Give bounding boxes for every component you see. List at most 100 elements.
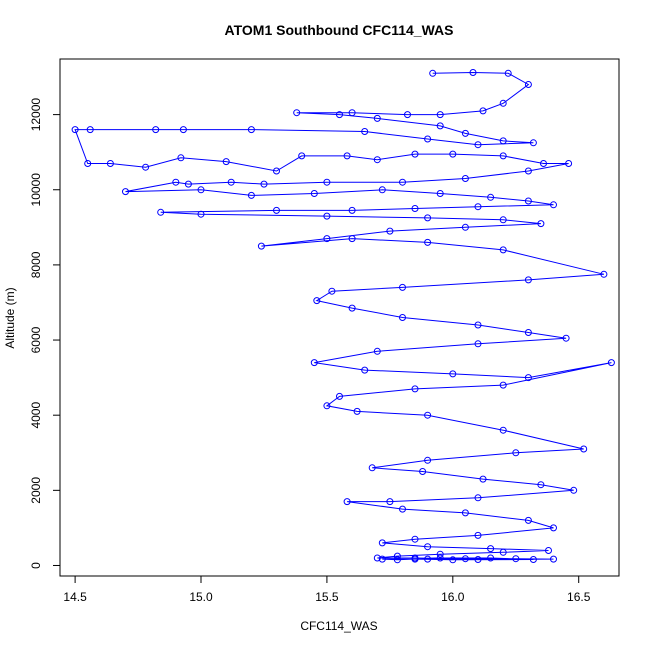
- data-point: [562, 334, 570, 342]
- data-point: [512, 449, 520, 457]
- data-point: [373, 114, 381, 122]
- data-point: [260, 180, 268, 188]
- data-point: [524, 276, 532, 284]
- data-point: [378, 555, 386, 563]
- data-point: [373, 347, 381, 355]
- data-point: [293, 109, 301, 117]
- data-point: [86, 126, 94, 134]
- x-tick-label: 14.5: [63, 590, 87, 604]
- data-point: [424, 238, 432, 246]
- data-point: [474, 531, 482, 539]
- data-point: [419, 468, 427, 475]
- data-point: [499, 426, 507, 434]
- data-point: [469, 69, 477, 76]
- data-point: [540, 160, 547, 167]
- data-point: [411, 205, 419, 212]
- data-point: [247, 126, 255, 134]
- data-point: [436, 550, 444, 558]
- data-point: [404, 111, 411, 119]
- data-point: [529, 556, 537, 563]
- data-point: [399, 314, 406, 321]
- data-point: [461, 175, 469, 182]
- x-tick-label: 16.0: [441, 590, 465, 604]
- data-point: [336, 111, 343, 119]
- data-point: [474, 340, 482, 348]
- data-point: [142, 163, 150, 171]
- x-tick-label: 16.5: [567, 590, 591, 604]
- data-point: [449, 150, 457, 158]
- data-point: [323, 235, 331, 243]
- data-point: [247, 191, 255, 199]
- data-point: [570, 486, 578, 494]
- data-point: [474, 494, 482, 502]
- data-point: [424, 135, 432, 143]
- data-point: [474, 321, 482, 329]
- series-line: [74, 71, 612, 561]
- data-point: [343, 498, 351, 506]
- data-point: [487, 554, 495, 562]
- data-point: [461, 555, 469, 563]
- data-point: [565, 160, 573, 167]
- data-point: [310, 190, 318, 197]
- y-tick-label: 12000: [29, 98, 43, 132]
- data-point: [461, 129, 469, 137]
- data-point: [607, 359, 615, 367]
- data-point: [273, 167, 280, 175]
- data-point: [323, 402, 331, 410]
- y-tick-label: 10000: [29, 173, 43, 207]
- data-point: [179, 126, 187, 134]
- data-point: [524, 374, 532, 382]
- data-point: [411, 150, 419, 158]
- data-point: [499, 381, 507, 389]
- data-point: [328, 287, 336, 295]
- data-point: [436, 190, 444, 197]
- data-point: [436, 122, 444, 130]
- data-point: [580, 445, 588, 453]
- x-axis-label: CFC114_WAS: [300, 619, 377, 633]
- data-point: [411, 535, 419, 543]
- data-point: [537, 220, 545, 228]
- x-axis: 14.5 15.0 15.5 16.0 16.5: [63, 575, 591, 604]
- data-point: [378, 539, 386, 547]
- data-point: [373, 156, 381, 164]
- data-point: [436, 111, 444, 119]
- data-point: [550, 555, 557, 563]
- data-point: [348, 235, 356, 243]
- data-point: [499, 548, 507, 556]
- plot-frame: [59, 58, 620, 577]
- data-point: [222, 158, 230, 166]
- series-layer: [71, 69, 615, 564]
- data-point: [550, 524, 557, 532]
- data-point: [298, 152, 306, 160]
- y-tick-label: 0: [29, 562, 43, 569]
- data-point: [504, 69, 512, 77]
- x-tick-label: 15.5: [315, 590, 339, 604]
- x-tick-label: 15.0: [189, 590, 213, 604]
- data-point: [399, 178, 406, 186]
- data-point: [524, 167, 532, 175]
- data-point: [177, 154, 185, 162]
- data-point: [184, 180, 192, 188]
- data-point: [424, 411, 432, 419]
- data-point: [386, 227, 394, 235]
- data-point: [449, 556, 457, 564]
- data-point: [310, 359, 318, 367]
- data-point: [106, 160, 114, 167]
- data-point: [479, 107, 487, 115]
- data-point: [512, 555, 520, 563]
- data-point: [257, 242, 265, 250]
- data-point: [474, 141, 482, 149]
- data-point: [393, 552, 401, 560]
- y-tick-label: 8000: [29, 251, 43, 278]
- data-point: [499, 152, 507, 160]
- data-point: [172, 178, 180, 186]
- data-point: [373, 554, 381, 562]
- data-point: [524, 197, 532, 205]
- data-point: [487, 193, 495, 201]
- data-point: [487, 545, 495, 553]
- data-point: [524, 516, 532, 524]
- data-point: [353, 407, 361, 415]
- data-point: [71, 126, 79, 134]
- data-point: [386, 498, 394, 506]
- data-point: [524, 329, 532, 336]
